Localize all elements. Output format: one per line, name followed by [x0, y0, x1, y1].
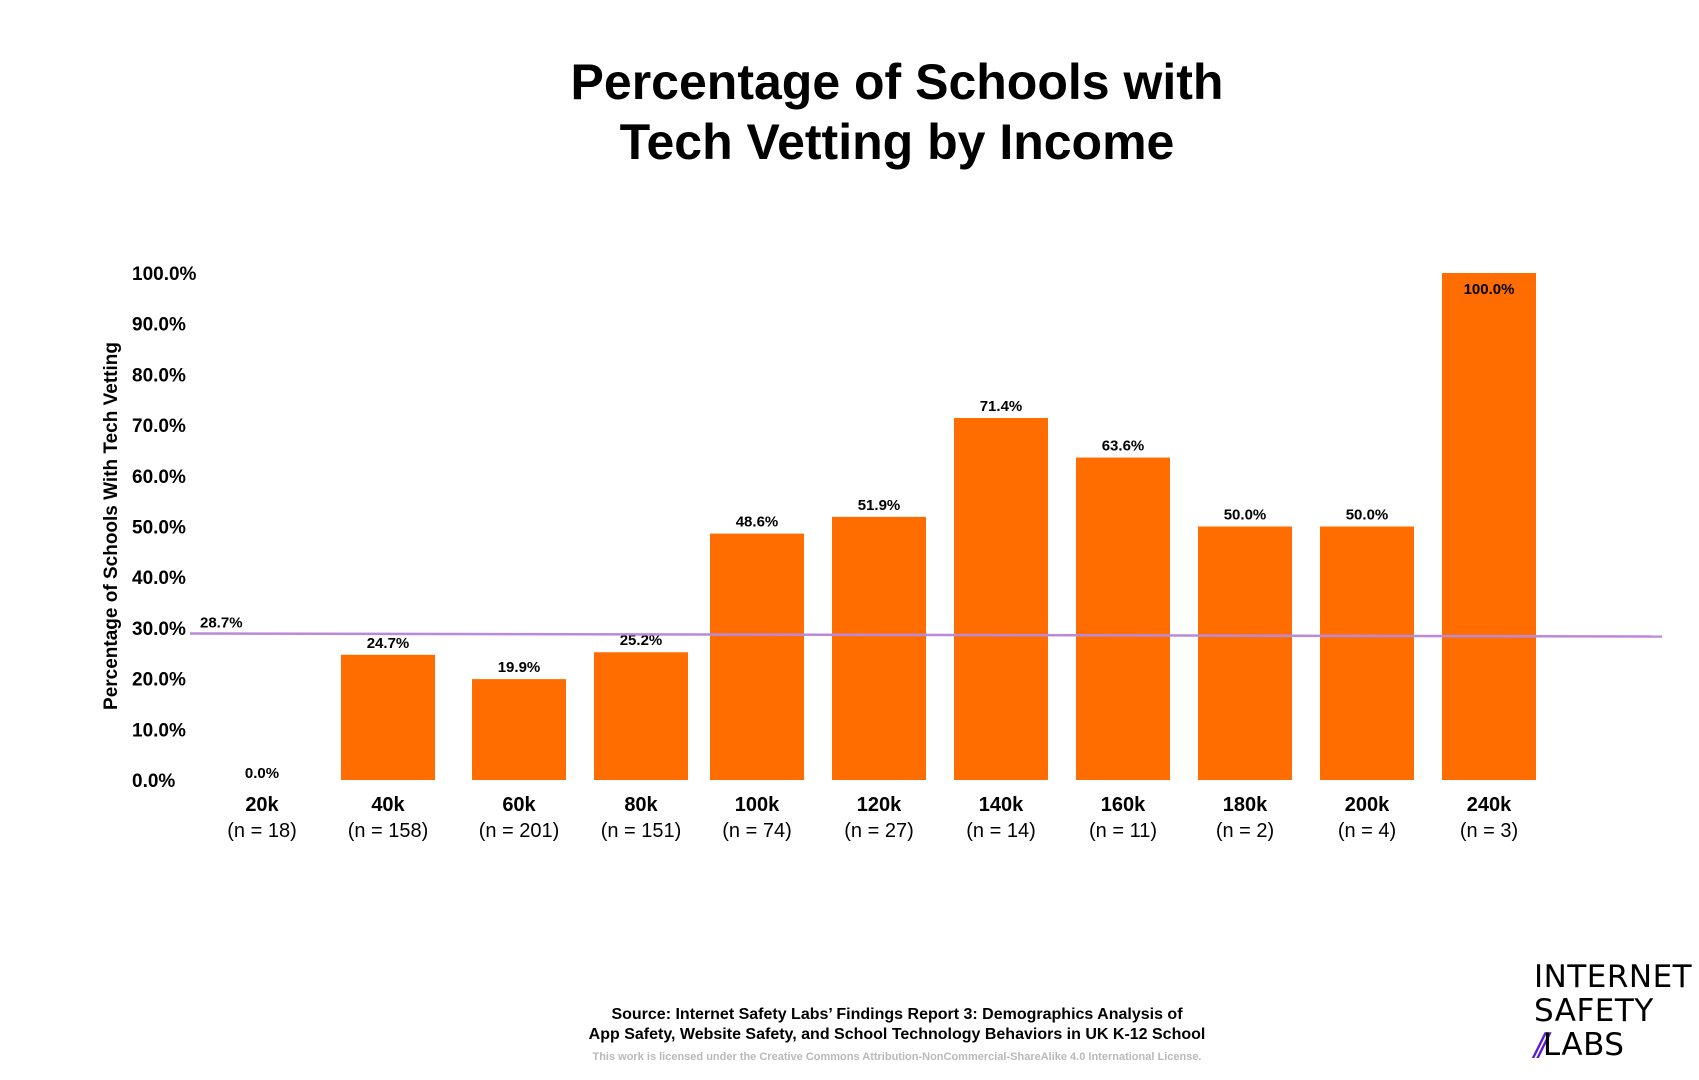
- bar-100k: [710, 533, 804, 780]
- y-tick-label: 30.0%: [132, 619, 186, 640]
- y-tick-label: 80.0%: [132, 365, 186, 386]
- data-label: 100.0%: [1464, 281, 1515, 298]
- x-tick-label: 20k: [245, 794, 279, 816]
- data-label: 51.9%: [858, 497, 901, 514]
- x-tick-label: 180k: [1223, 794, 1268, 816]
- source-line-2: App Safety, Website Safety, and School T…: [588, 1026, 1206, 1043]
- x-tick-sample-size: (n = 14): [966, 820, 1035, 842]
- y-tick-label: 50.0%: [132, 518, 186, 539]
- data-label: 63.6%: [1102, 438, 1145, 455]
- bar-160k: [1076, 457, 1170, 780]
- x-tick-label: 160k: [1101, 794, 1146, 816]
- x-tick-sample-size: (n = 74): [722, 820, 791, 842]
- y-tick-label: 20.0%: [132, 670, 186, 691]
- average-line: [189, 632, 1663, 638]
- y-tick-label: 40.0%: [132, 568, 186, 589]
- bar-60k: [472, 679, 566, 780]
- data-label: 48.6%: [736, 514, 779, 531]
- chart-title-line-2: Tech Vetting by Income: [619, 114, 1175, 170]
- bar-180k: [1198, 526, 1292, 780]
- x-tick-label: 200k: [1345, 794, 1390, 816]
- x-tick-label: 100k: [735, 794, 780, 816]
- bar-200k: [1320, 526, 1414, 780]
- data-label: 50.0%: [1224, 507, 1267, 524]
- logo-line-2: SAFETY: [1534, 993, 1654, 1029]
- x-tick-sample-size: (n = 11): [1089, 820, 1157, 842]
- x-tick-label: 40k: [371, 794, 405, 816]
- source-citation: Source: Internet Safety Labs’ Findings R…: [0, 1005, 1699, 1045]
- license-text: This work is licensed under the Creative…: [592, 1051, 1202, 1063]
- bar-80k: [594, 652, 688, 780]
- y-tick-label: 10.0%: [132, 720, 186, 741]
- y-tick-label: 60.0%: [132, 467, 186, 488]
- bar-40k: [341, 654, 435, 780]
- bar-140k: [954, 418, 1048, 780]
- logo-line-3: //LABS: [1534, 1028, 1692, 1062]
- logo-slash-icon: //: [1534, 1027, 1549, 1063]
- data-label: 0.0%: [245, 765, 279, 782]
- source-line-1: Source: Internet Safety Labs’ Findings R…: [611, 1006, 1183, 1023]
- y-tick-label: 0.0%: [132, 771, 175, 792]
- x-tick-label: 60k: [502, 794, 536, 816]
- data-label: 71.4%: [980, 398, 1023, 415]
- x-tick-label: 120k: [857, 794, 902, 816]
- data-label: 25.2%: [620, 632, 663, 649]
- chart-title: Percentage of Schools with Tech Vetting …: [0, 52, 1699, 172]
- bar-120k: [832, 516, 926, 780]
- logo-line-1: INTERNET: [1534, 959, 1693, 995]
- y-tick-label: 90.0%: [132, 315, 186, 336]
- x-tick-sample-size: (n = 3): [1460, 820, 1518, 842]
- x-tick-sample-size: (n = 151): [601, 820, 682, 842]
- x-tick-sample-size: (n = 201): [479, 820, 560, 842]
- internet-safety-labs-logo: INTERNET SAFETY //LABS: [1534, 960, 1692, 1062]
- data-label: 24.7%: [367, 635, 410, 652]
- x-tick-sample-size: (n = 158): [348, 820, 429, 842]
- x-tick-sample-size: (n = 27): [844, 820, 913, 842]
- x-tick-label: 80k: [624, 794, 658, 816]
- x-tick-sample-size: (n = 18): [227, 820, 296, 842]
- bar-chart: 0.0% 10.0% 20.0% 30.0% 40.0% 50.0% 60.0% 70.0% 8…: [132, 264, 1663, 842]
- average-label: 28.7%: [200, 614, 243, 631]
- y-tick-label: 100.0%: [132, 264, 197, 285]
- bar-240k: [1442, 273, 1536, 780]
- logo-labs-text: LABS: [1542, 1027, 1625, 1063]
- x-tick-label: 240k: [1467, 794, 1512, 816]
- chart-title-line-1: Percentage of Schools with: [570, 54, 1224, 110]
- data-label: 50.0%: [1346, 507, 1389, 524]
- data-label: 19.9%: [498, 659, 541, 676]
- x-tick-sample-size: (n = 2): [1216, 820, 1274, 842]
- x-tick-sample-size: (n = 4): [1338, 820, 1396, 842]
- x-tick-label: 140k: [979, 794, 1024, 816]
- y-axis-label: Percentage of Schools With Tech Vetting: [101, 342, 122, 710]
- y-tick-label: 70.0%: [132, 416, 186, 437]
